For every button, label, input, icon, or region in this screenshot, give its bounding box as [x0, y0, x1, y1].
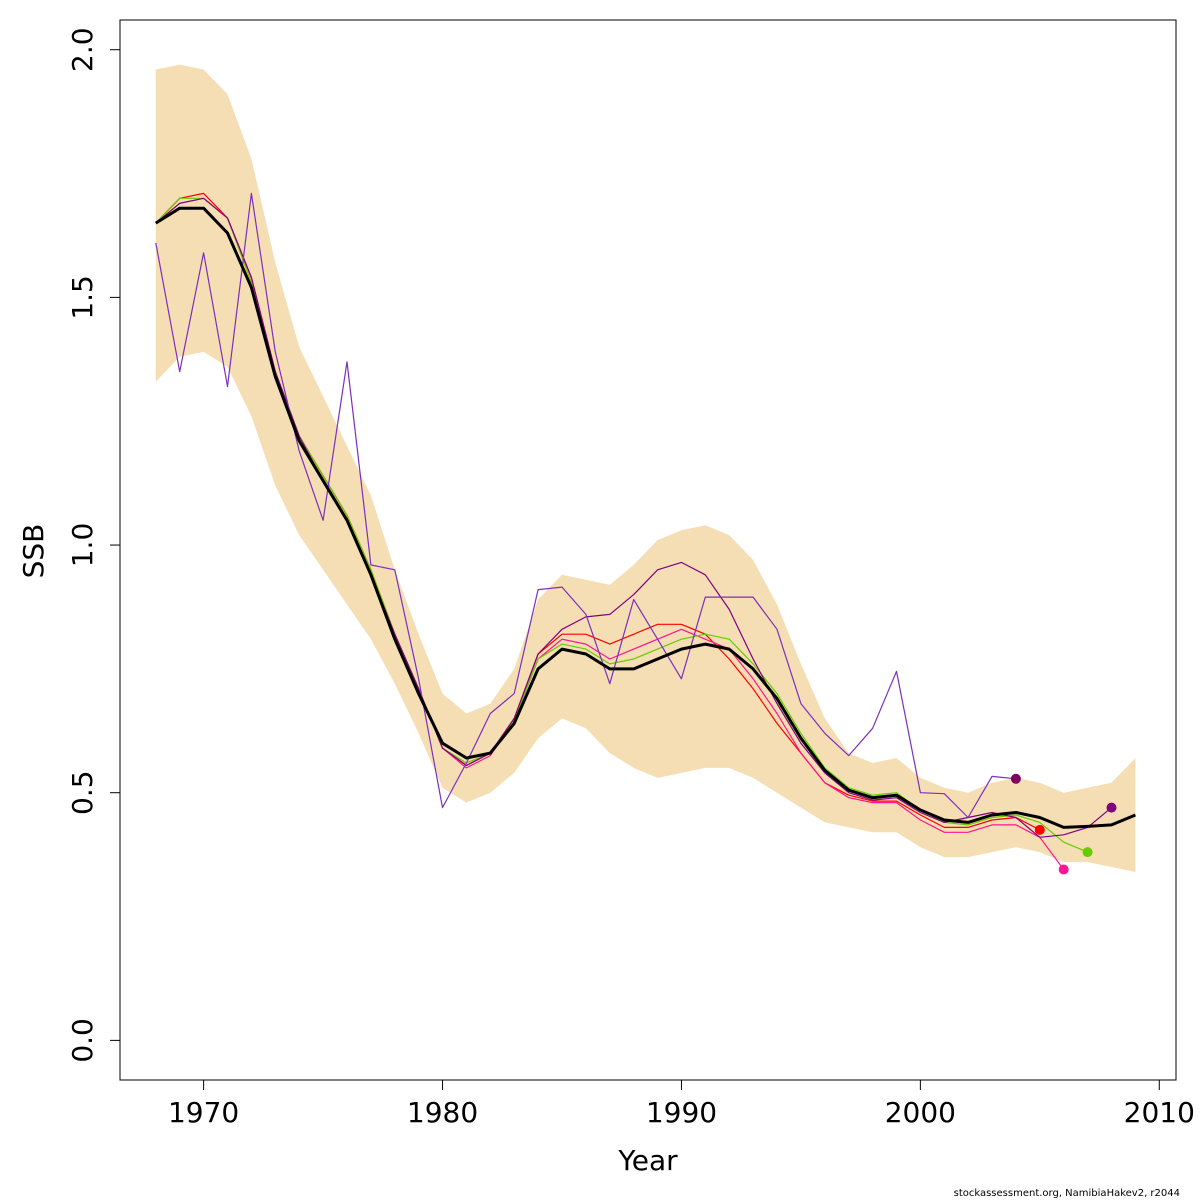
series-line-6	[155, 192, 1016, 819]
x-tick-label: 2010	[1124, 1096, 1195, 1129]
series-line-1	[155, 206, 1136, 829]
x-tick-label: 1980	[407, 1096, 478, 1129]
x-tick-label: 2000	[885, 1096, 956, 1129]
x-tick-label: 1970	[168, 1096, 239, 1129]
x-axis: 1970 1980 1990 2000 2010	[168, 1079, 1195, 1129]
series-layer	[155, 192, 1136, 870]
y-axis-title: SSB	[17, 524, 50, 579]
end-marker-layer	[1010, 773, 1117, 875]
series-end-point-2	[1034, 824, 1045, 835]
series-end-point-3	[1058, 864, 1069, 875]
y-tick-label: 2.0	[66, 27, 99, 72]
confidence-band-layer	[155, 64, 1136, 873]
y-tick-label: 1.0	[66, 523, 99, 568]
y-tick-label: 1.5	[66, 275, 99, 320]
y-axis: 0.0 0.5 1.0 1.5 2.0	[66, 27, 121, 1063]
series-end-point-6	[1010, 773, 1021, 784]
series-end-point-4	[1082, 847, 1093, 858]
x-axis-title: Year	[617, 1144, 678, 1177]
x-tick-label: 1990	[646, 1096, 717, 1129]
series-end-point-5	[1106, 802, 1117, 813]
confidence-band	[155, 64, 1136, 873]
y-tick-label: 0.5	[66, 770, 99, 815]
credit-text: stockassessment.org, NamibiaHakev2, r204…	[954, 1188, 1180, 1199]
y-tick-label: 0.0	[66, 1018, 99, 1063]
